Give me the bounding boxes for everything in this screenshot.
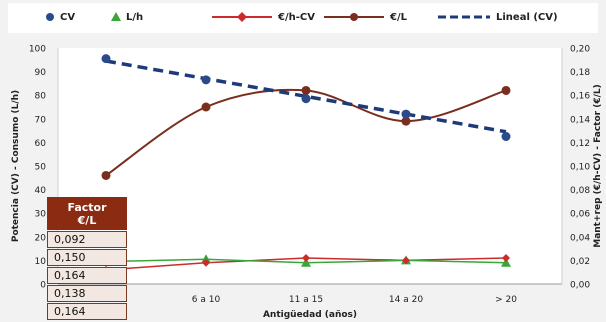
y-left-tick-label: 70 (35, 115, 47, 125)
data-point-eur-h-cv (502, 254, 510, 263)
legend-item-cv: CV (44, 9, 75, 25)
y-right-tick-label: 0,18 (570, 68, 590, 78)
y-left-tick-label: 80 (35, 92, 47, 102)
factor-table-unit: €/L (77, 214, 97, 227)
data-point-cv (101, 54, 111, 64)
legend-label-eur-l: €/L (390, 11, 407, 23)
y-right-tick-label: 0,16 (570, 92, 590, 102)
legend-label-eur-h-cv: €/h-CV (278, 11, 315, 23)
data-point-eur-l (101, 170, 111, 180)
y-left-tick-label: 60 (35, 139, 47, 149)
y-left-tick-label: 30 (35, 210, 47, 220)
legend-label-cv: CV (60, 11, 76, 23)
y-left-tick-label: 90 (35, 68, 47, 78)
factor-table-row: 0,138 (47, 285, 127, 302)
data-point-eur-h-cv (402, 256, 410, 265)
factor-table-header: Factor €/L (47, 197, 127, 230)
x-tick-label: 11 a 15 (289, 295, 323, 305)
y-left-tick-label: 10 (35, 257, 47, 267)
y-left-tick-label: 40 (35, 186, 47, 196)
y-right-tick-label: 0,10 (570, 163, 590, 173)
y-left-axis-title: Potencia (CV) - Consumo (L/h) (11, 90, 21, 242)
y-right-tick-label: 0,00 (570, 281, 590, 291)
factor-table-row: 0,150 (47, 249, 127, 266)
legend-item-lineal-cv: Lineal (CV) (436, 9, 558, 25)
series-trendline-lineal-cv (105, 59, 507, 134)
legend-item-eur-l: €/L (322, 9, 407, 25)
circle-line-icon (324, 13, 384, 21)
legend-item-eur-h-cv: €/h-CV (210, 9, 315, 25)
diamond-line-icon (212, 12, 272, 22)
y-right-tick-label: 0,04 (570, 233, 590, 243)
dashed-line-icon (438, 15, 490, 19)
data-point-eur-l (301, 85, 311, 95)
data-point-eur-l (501, 85, 511, 95)
y-right-tick-label: 0,14 (570, 115, 590, 125)
factor-table-row: 0,092 (47, 231, 127, 248)
y-left-tick-label: 20 (35, 233, 47, 243)
legend-label-lh: L/h (126, 11, 144, 23)
legend-item-lh: L/h (110, 9, 143, 25)
data-point-eur-l (401, 116, 411, 126)
x-tick-label: > 20 (495, 295, 517, 305)
data-point-lh (201, 254, 211, 264)
x-tick-label: 6 a 10 (192, 295, 221, 305)
x-tick-label: 14 a 20 (389, 295, 423, 305)
y-right-tick-label: 0,06 (570, 210, 590, 220)
y-right-axis-title: Mant+rep (€/h-CV) - Factor (€/L) (593, 84, 603, 248)
data-point-eur-h-cv (202, 258, 210, 267)
data-point-cv (501, 132, 511, 141)
factor-table: Factor €/L 0,092 0,150 0,164 0,138 0,164 (47, 197, 127, 320)
x-axis-title: Antigüedad (años) (263, 310, 357, 320)
factor-table-row: 0,164 (47, 267, 127, 284)
data-point-lh (501, 257, 511, 267)
y-left-tick-label: 100 (29, 45, 46, 55)
data-point-cv (301, 94, 311, 104)
y-right-tick-label: 0,08 (570, 186, 590, 196)
chart-legend: CV L/h €/h-CV €/L Lineal (CV) (8, 3, 598, 33)
y-left-tick-label: 0 (40, 281, 46, 291)
y-left-tick-label: 50 (35, 163, 47, 173)
factor-table-row: 0,164 (47, 303, 127, 320)
y-right-tick-label: 0,02 (570, 257, 590, 267)
data-point-cv (201, 75, 211, 85)
factor-table-title: Factor (67, 201, 107, 214)
triangle-marker-icon (111, 12, 121, 21)
legend-label-lineal-cv: Lineal (CV) (496, 11, 558, 23)
data-point-eur-h-cv (302, 254, 310, 263)
y-right-tick-label: 0,20 (570, 45, 590, 55)
circle-marker-icon (46, 13, 54, 21)
data-point-cv (401, 109, 411, 119)
data-point-eur-l (201, 102, 211, 112)
data-point-lh (301, 257, 311, 267)
y-right-tick-label: 0,12 (570, 139, 590, 149)
plot-area (58, 48, 562, 284)
